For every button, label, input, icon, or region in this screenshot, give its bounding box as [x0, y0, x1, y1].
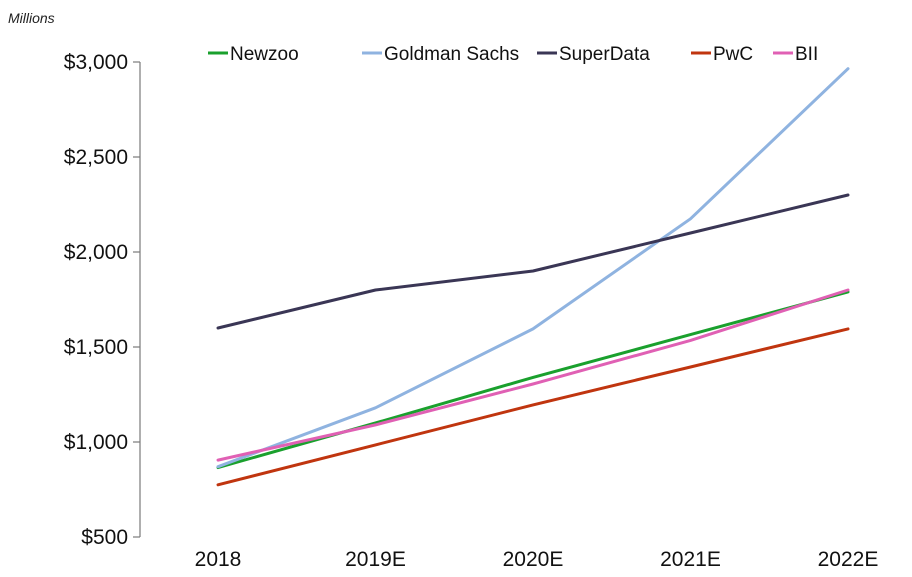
series-line-goldman-sachs [216, 67, 850, 469]
y-tick-label: $3,000 [64, 51, 128, 74]
legend-label-pwc: PwC [713, 44, 753, 65]
x-tick-label: 2019E [345, 548, 406, 571]
legend-label-bii: BII [795, 44, 818, 65]
series-line-pwc [216, 327, 850, 487]
legend-label-newzoo: Newzoo [230, 44, 299, 65]
series-line-bii [216, 288, 850, 462]
plot-area [216, 67, 850, 487]
y-tick-label: $2,500 [64, 146, 128, 169]
x-axis: 2018 2019E 2020E 2021E 2022E [195, 548, 879, 571]
legend-label-goldman-sachs: Goldman Sachs [384, 44, 519, 65]
y-axis: $500 $1,000 $1,500 $2,000 $2,500 $3,000 [64, 51, 140, 549]
series-line-newzoo [216, 290, 850, 470]
x-tick-label: 2018 [195, 548, 242, 571]
legend-label-superdata: SuperData [559, 44, 650, 65]
legend: Newzoo Goldman Sachs SuperData PwC BII [208, 44, 818, 65]
y-tick-label: $500 [81, 526, 128, 549]
y-tick-label: $1,000 [64, 431, 128, 454]
y-tick-label: $2,000 [64, 241, 128, 264]
x-tick-label: 2021E [660, 548, 721, 571]
x-tick-label: 2020E [503, 548, 564, 571]
y-unit-label: Millions [8, 10, 55, 26]
x-tick-label: 2022E [818, 548, 879, 571]
series-line-superdata [216, 193, 850, 330]
y-tick-label: $1,500 [64, 336, 128, 359]
